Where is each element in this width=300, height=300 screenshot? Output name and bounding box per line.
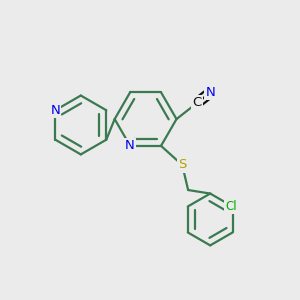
Text: N: N [206,86,215,99]
Text: Cl: Cl [225,200,237,213]
Text: N: N [50,104,60,117]
Text: S: S [178,158,186,172]
Text: N: N [125,140,135,152]
Text: C: C [193,96,202,110]
